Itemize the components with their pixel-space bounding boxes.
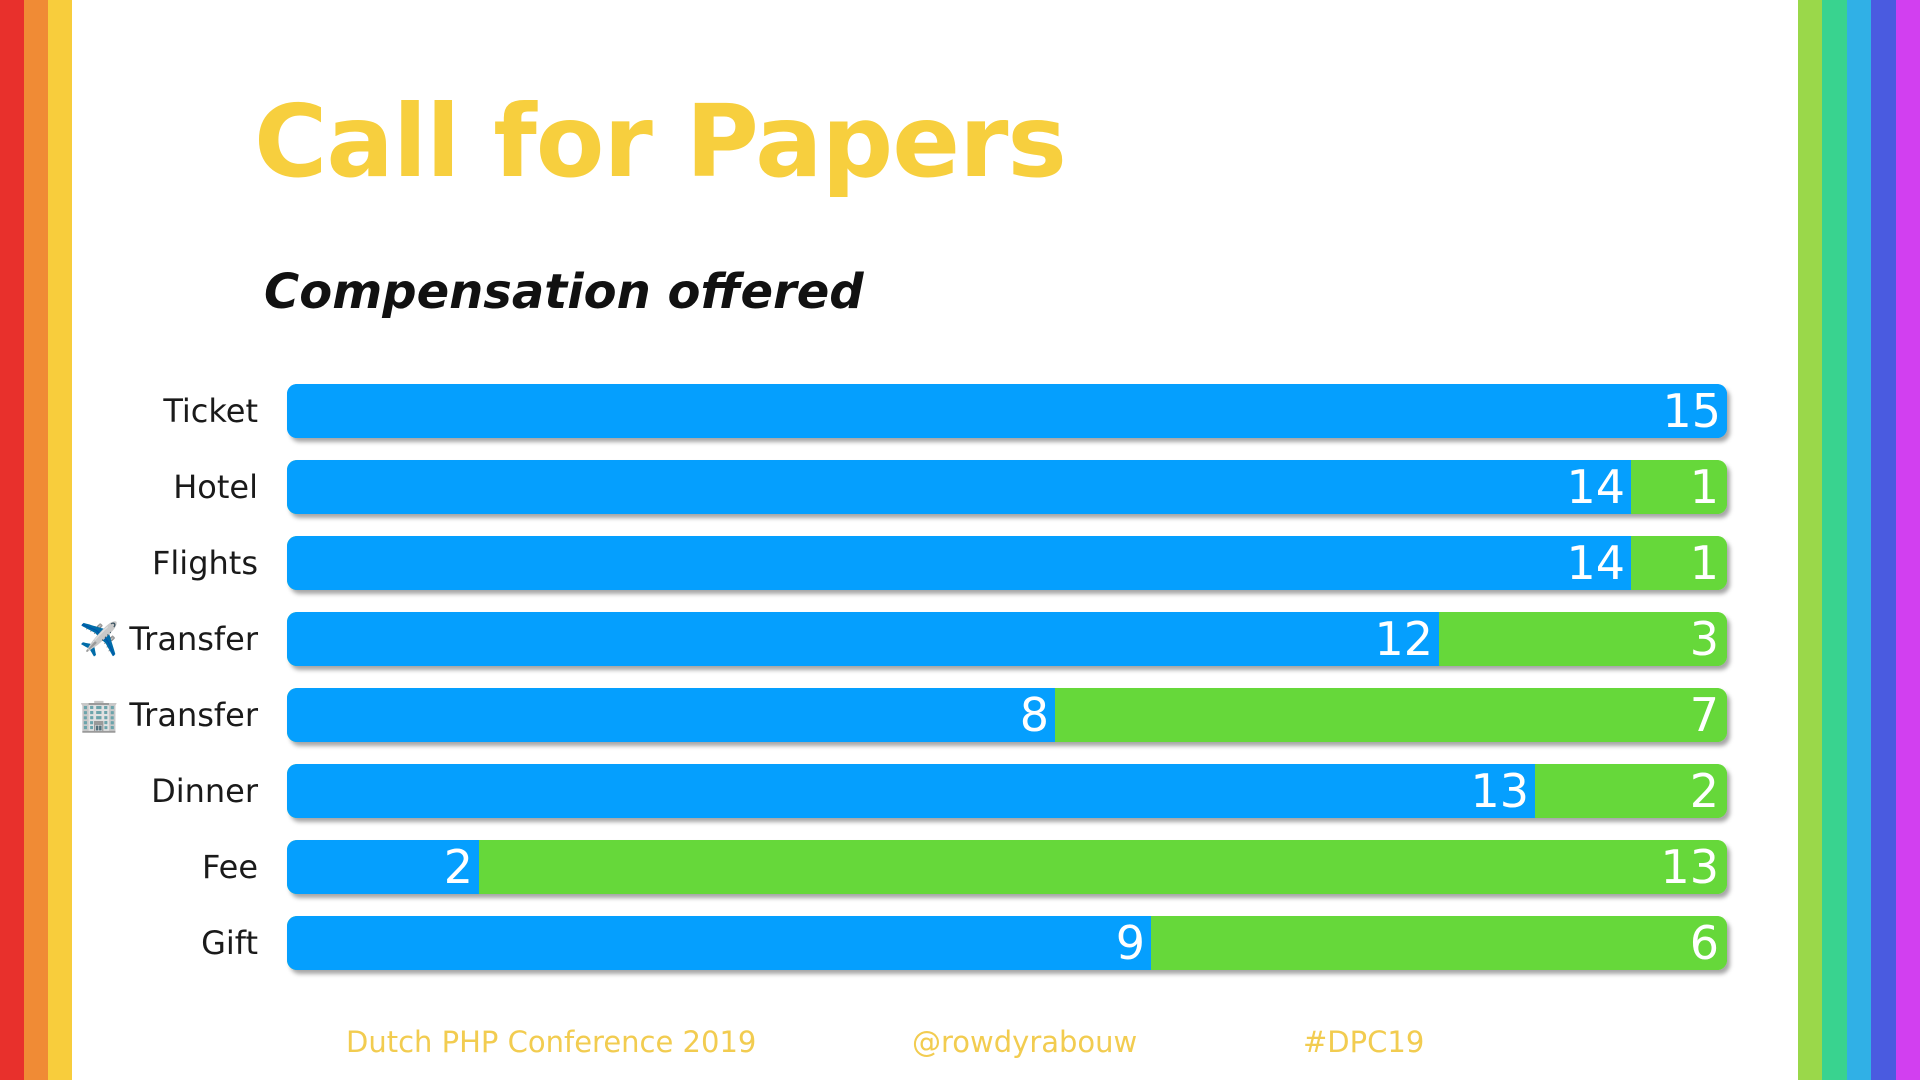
- right-stripe-1: [1822, 0, 1847, 1080]
- right-rainbow-stripes: [1797, 0, 1920, 1080]
- value-label-a: 9: [1116, 916, 1145, 970]
- left-rainbow-stripes: [0, 0, 72, 1080]
- bar-group: [287, 384, 1727, 438]
- category-label: Flights: [152, 544, 258, 582]
- bar-group: [287, 536, 1727, 590]
- value-label-b: 2: [1690, 764, 1719, 818]
- category-label: 🏢 Transfer: [79, 696, 259, 734]
- bar-segment-b: [1631, 536, 1727, 590]
- right-stripe-4: [1895, 0, 1920, 1080]
- value-label-b: 1: [1690, 536, 1719, 590]
- footer-hashtag: #DPC19: [1303, 1025, 1425, 1059]
- value-label-a: 8: [1020, 688, 1049, 742]
- value-label-b: 1: [1690, 460, 1719, 514]
- chart-subtitle: Compensation offered: [264, 264, 864, 320]
- bar-group: [287, 840, 1727, 894]
- left-stripe-0: [0, 0, 24, 1080]
- bar-segment-a: [287, 536, 1631, 590]
- bar-segment-a: [287, 840, 479, 894]
- bar-segment-b: [1535, 764, 1727, 818]
- category-label: Ticket: [162, 392, 258, 430]
- bar-segment-a: [287, 688, 1055, 742]
- bar-segment-b: [1631, 460, 1727, 514]
- bar-segment-b: [479, 840, 1727, 894]
- slide-title: Call for Papers: [254, 83, 1067, 200]
- category-label: Fee: [202, 848, 258, 886]
- value-label-a: 14: [1566, 460, 1625, 514]
- bar-group: [287, 916, 1727, 970]
- right-stripe-0: [1797, 0, 1822, 1080]
- footer-conference: Dutch PHP Conference 2019: [346, 1025, 757, 1059]
- bar-group: [287, 764, 1727, 818]
- category-label: Gift: [201, 924, 258, 962]
- bar-segment-a: [287, 384, 1727, 438]
- bar-segment-a: [287, 916, 1151, 970]
- bar-group: [287, 688, 1727, 742]
- value-label-a: 2: [444, 840, 473, 894]
- value-label-a: 13: [1470, 764, 1529, 818]
- category-label: Hotel: [173, 468, 258, 506]
- value-label-b: 3: [1690, 612, 1719, 666]
- left-stripe-2: [48, 0, 72, 1080]
- category-label: ✈️ Transfer: [79, 620, 259, 658]
- bar-segment-a: [287, 612, 1439, 666]
- bar-segment-b: [1439, 612, 1727, 666]
- right-stripe-3: [1871, 0, 1896, 1080]
- bar-group: [287, 612, 1727, 666]
- bar-segment-b: [1055, 688, 1727, 742]
- left-stripe-1: [24, 0, 48, 1080]
- footer-handle: @rowdyrabouw: [912, 1025, 1138, 1059]
- bar-group: [287, 460, 1727, 514]
- category-label: Dinner: [151, 772, 259, 810]
- value-label-b: 13: [1660, 840, 1719, 894]
- value-label-b: 6: [1690, 916, 1719, 970]
- value-label-a: 15: [1662, 384, 1721, 438]
- bar-segment-b: [1151, 916, 1727, 970]
- value-label-b: 7: [1690, 688, 1719, 742]
- value-label-a: 14: [1566, 536, 1625, 590]
- bar-segment-a: [287, 460, 1631, 514]
- value-label-a: 12: [1374, 612, 1433, 666]
- bar-segment-a: [287, 764, 1535, 818]
- right-stripe-2: [1846, 0, 1871, 1080]
